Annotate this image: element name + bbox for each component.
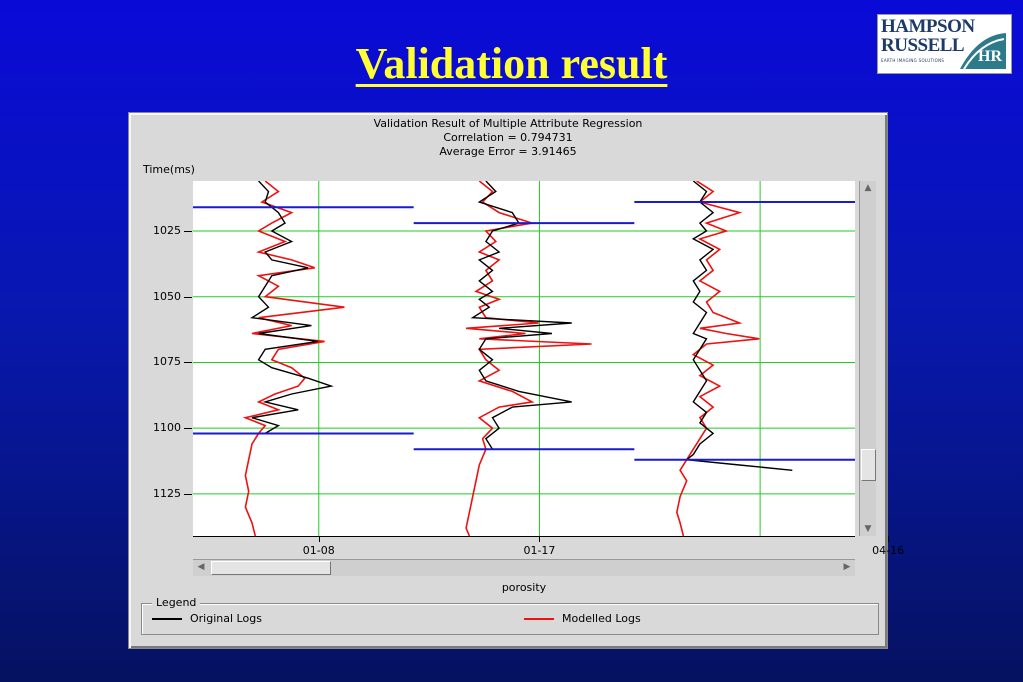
vertical-scroll-thumb[interactable] — [861, 449, 876, 481]
legend-item-original: Original Logs — [152, 612, 262, 625]
scroll-down-arrow-icon[interactable]: ▼ — [864, 524, 872, 534]
logo-mark-text: HR — [978, 48, 1002, 65]
y-axis-label: Time(ms) — [143, 163, 195, 176]
legend-label-original: Original Logs — [190, 612, 262, 625]
legend: Legend Original Logs Modelled Logs — [141, 596, 879, 635]
y-tick-mark — [184, 230, 192, 232]
validation-panel: Validation Result of Multiple Attribute … — [128, 112, 904, 649]
scroll-right-arrow-icon[interactable]: ▶ — [843, 562, 851, 572]
modelled-log-line — [675, 181, 760, 536]
legend-title: Legend — [152, 596, 201, 609]
legend-item-modelled: Modelled Logs — [524, 612, 641, 625]
y-tick-mark — [184, 296, 192, 298]
logo-tagline: EARTH IMAGING SOLUTIONS — [881, 58, 945, 63]
hampson-russell-logo: HAMPSON RUSSELL EARTH IMAGING SOLUTIONS … — [877, 14, 1012, 74]
modelled-log-line — [465, 181, 592, 536]
x-axis-line — [193, 536, 855, 537]
x-tick-mark — [318, 536, 320, 542]
y-tick-mark — [184, 428, 192, 430]
log-plot-svg — [193, 181, 855, 536]
y-tick-label: 1100 — [153, 421, 181, 435]
chart-title: Validation Result of Multiple Attribute … — [373, 117, 643, 130]
plot-area — [193, 181, 855, 536]
x-tick-label: 01-17 — [523, 544, 556, 557]
logo-word-hampson: HAMPSON — [881, 16, 975, 37]
x-tick-mark — [888, 536, 890, 542]
y-tick-mark — [184, 362, 192, 364]
horizontal-scrollbar[interactable]: ◀ ▶ — [193, 559, 855, 576]
scroll-up-arrow-icon[interactable]: ▲ — [864, 183, 872, 193]
slide-title: Validation result — [355, 39, 668, 88]
scroll-left-arrow-icon[interactable]: ◀ — [197, 562, 205, 572]
x-tick-mark — [539, 536, 541, 542]
logo-mark-icon: HR — [960, 33, 1006, 70]
legend-swatch-original — [152, 618, 182, 620]
chart-correlation: Correlation = 0.794731 — [443, 131, 573, 144]
legend-label-modelled: Modelled Logs — [562, 612, 641, 625]
y-tick-label: 1075 — [153, 355, 181, 369]
original-log-line — [470, 181, 572, 450]
y-tick-label: 1050 — [153, 289, 181, 303]
x-axis-label: porosity — [501, 581, 547, 594]
vertical-scrollbar[interactable]: ▲ ▼ — [859, 181, 876, 536]
horizontal-scroll-thumb[interactable] — [211, 561, 331, 575]
logo-word-russell: RUSSELL — [881, 35, 965, 56]
x-tick-label: 01-08 — [302, 544, 335, 557]
y-tick-label: 1125 — [153, 486, 181, 500]
modelled-log-line — [242, 181, 345, 536]
x-tick-label: 04-16 — [872, 544, 905, 557]
original-log-line — [684, 181, 793, 471]
y-tick-label: 1025 — [153, 223, 181, 237]
original-log-line — [250, 181, 334, 435]
legend-swatch-modelled — [524, 618, 554, 620]
chart-average-error: Average Error = 3.91465 — [439, 145, 577, 158]
y-tick-mark — [184, 493, 192, 495]
